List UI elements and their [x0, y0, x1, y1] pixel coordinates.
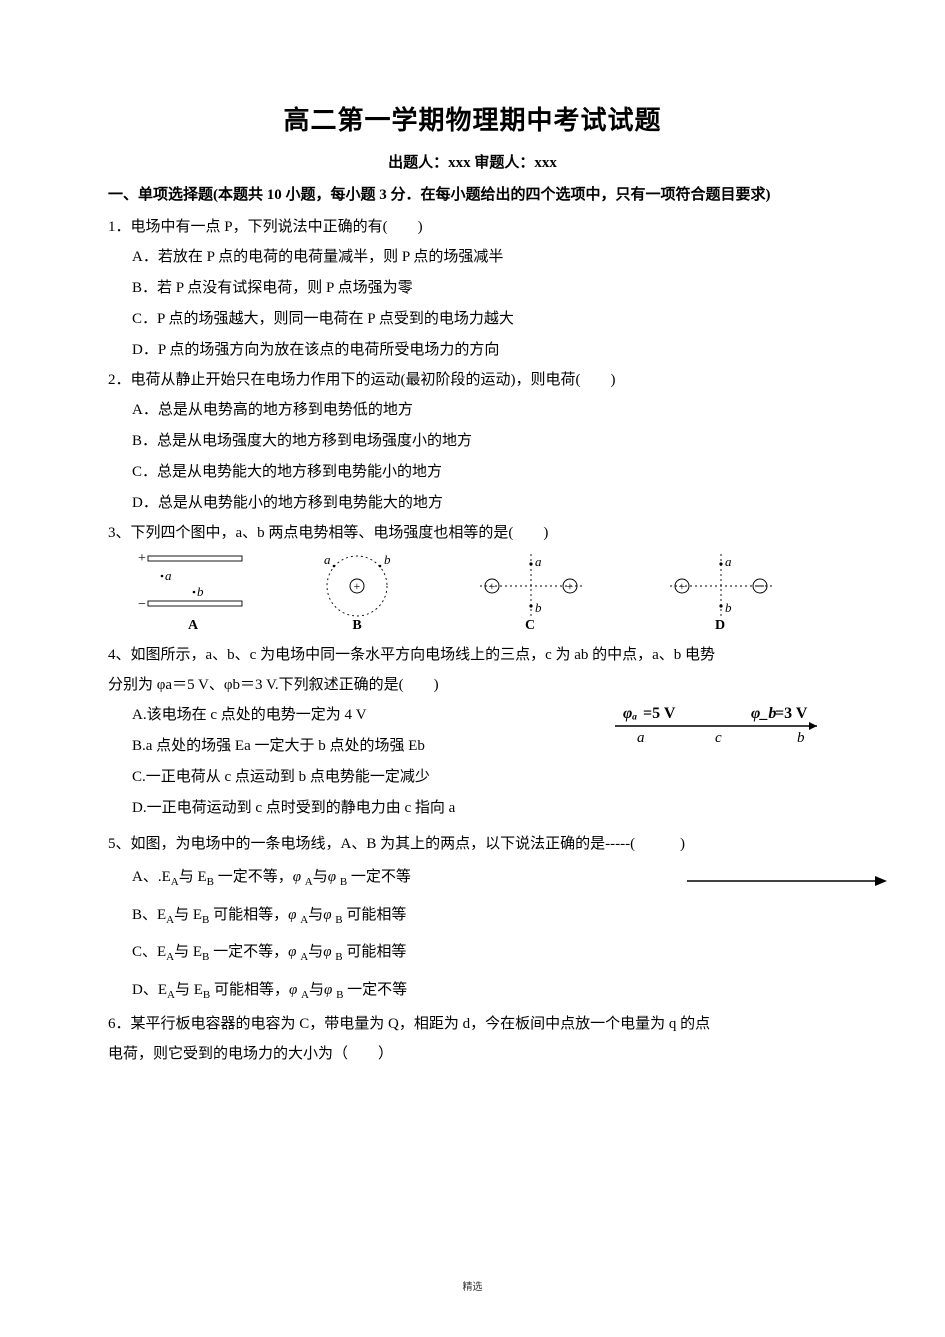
diagram-c-label: C — [470, 618, 590, 634]
q2-option-a: A．总是从电势高的地方移到电势低的地方 — [132, 395, 837, 426]
q4-option-c: C.一正电荷从 c 点运动到 b 点电势能一定减少 — [132, 762, 837, 793]
q2-option-b: B．总是从电场强度大的地方移到电场强度小的地方 — [132, 426, 837, 457]
svg-text:c: c — [715, 730, 722, 746]
svg-text:b: b — [197, 584, 204, 599]
diagram-d: + a b D — [660, 550, 780, 634]
q5-option-c: C、EA与 EB 一定不等，φ A与φ B 可能相等 — [132, 934, 837, 972]
svg-text:φ_b: φ_b — [751, 705, 776, 722]
q2-option-c: C．总是从电势能大的地方移到电势能小的地方 — [132, 457, 837, 488]
diagram-c: + + a b C — [470, 550, 590, 634]
page-title: 高二第一学期物理期中考试试题 — [108, 100, 837, 137]
q4-option-d: D.一正电荷运动到 c 点时受到的静电力由 c 指向 a — [132, 793, 837, 824]
section-1-header: 一、单项选择题(本题共 10 小题，每小题 3 分．在每小题给出的四个选项中，只… — [108, 182, 837, 208]
svg-text:a: a — [535, 554, 542, 569]
page-subtitle: 出题人：xxx 审题人：xxx — [108, 151, 837, 172]
q4-figure: φₐ =5 V φ_b =3 V a c b — [611, 700, 831, 755]
q3-diagrams: + a b − A + a b B + — [134, 550, 837, 634]
q4-stem2: 分别为 φa＝5 V、φb＝3 V.下列叙述正确的是( ) — [108, 670, 837, 700]
q6-stem1: 6．某平行板电容器的电容为 C，带电量为 Q，相距为 d，今在板间中点放一个电量… — [108, 1009, 837, 1039]
svg-text:=3 V: =3 V — [775, 705, 808, 722]
q5-option-d: D、EA与 EB 可能相等，φ A与φ B 一定不等 — [132, 972, 837, 1010]
q1-option-d: D．P 点的场强方向为放在该点的电荷所受电场力的方向 — [132, 335, 837, 366]
q4-block: 4、如图所示，a、b、c 为电场中同一条水平方向电场线上的三点，c 为 ab 的… — [108, 640, 837, 823]
q2-option-d: D．总是从电势能小的地方移到电势能大的地方 — [132, 488, 837, 519]
q5-figure-arrow — [687, 871, 887, 896]
svg-text:+: + — [354, 579, 361, 593]
svg-text:a: a — [165, 568, 172, 583]
svg-text:+: + — [679, 579, 686, 593]
svg-text:φₐ: φₐ — [623, 705, 637, 722]
q3-stem: 3、下列四个图中，a、b 两点电势相等、电场强度也相等的是( ) — [108, 518, 837, 548]
diagram-a: + a b − A — [134, 550, 252, 634]
svg-text:−: − — [138, 597, 146, 612]
svg-text:+: + — [567, 579, 574, 593]
diagram-b-label: B — [298, 618, 416, 634]
q1-option-a: A．若放在 P 点的电荷的电荷量减半，则 P 点的场强减半 — [132, 242, 837, 273]
q5-block: 5、如图，为电场中的一条电场线，A、B 为其上的两点，以下说法正确的是-----… — [108, 829, 837, 1009]
svg-text:a: a — [637, 730, 645, 746]
diagram-a-label: A — [134, 618, 252, 634]
svg-text:a: a — [725, 554, 732, 569]
q1-stem: 1．电场中有一点 P，下列说法中正确的有( ) — [108, 212, 837, 242]
q2-stem: 2．电荷从静止开始只在电场力作用下的运动(最初阶段的运动)，则电荷( ) — [108, 365, 837, 395]
svg-text:b: b — [725, 600, 732, 615]
page-footer: 精选 — [463, 1278, 483, 1293]
q5-option-b: B、EA与 EB 可能相等，φ A与φ B 可能相等 — [132, 897, 837, 935]
q1-option-b: B．若 P 点没有试探电荷，则 P 点场强为零 — [132, 273, 837, 304]
q1-option-c: C．P 点的场强越大，则同一电荷在 P 点受到的电场力越大 — [132, 304, 837, 335]
svg-text:+: + — [138, 551, 146, 566]
diagram-d-label: D — [660, 618, 780, 634]
q6-stem2: 电荷，则它受到的电场力的大小为（ ） — [108, 1039, 837, 1069]
svg-text:a: a — [324, 552, 331, 567]
svg-text:=5 V: =5 V — [643, 705, 676, 722]
diagram-b: + a b B — [298, 550, 416, 634]
q2-options: A．总是从电势高的地方移到电势低的地方 B．总是从电场强度大的地方移到电场强度小… — [132, 395, 837, 518]
svg-text:b: b — [535, 600, 542, 615]
svg-text:b: b — [384, 552, 391, 567]
svg-text:b: b — [797, 730, 805, 746]
svg-text:+: + — [489, 579, 496, 593]
q1-options: A．若放在 P 点的电荷的电荷量减半，则 P 点的场强减半 B．若 P 点没有试… — [132, 242, 837, 365]
q4-stem1: 4、如图所示，a、b、c 为电场中同一条水平方向电场线上的三点，c 为 ab 的… — [108, 640, 837, 670]
q5-stem: 5、如图，为电场中的一条电场线，A、B 为其上的两点，以下说法正确的是-----… — [108, 829, 837, 859]
